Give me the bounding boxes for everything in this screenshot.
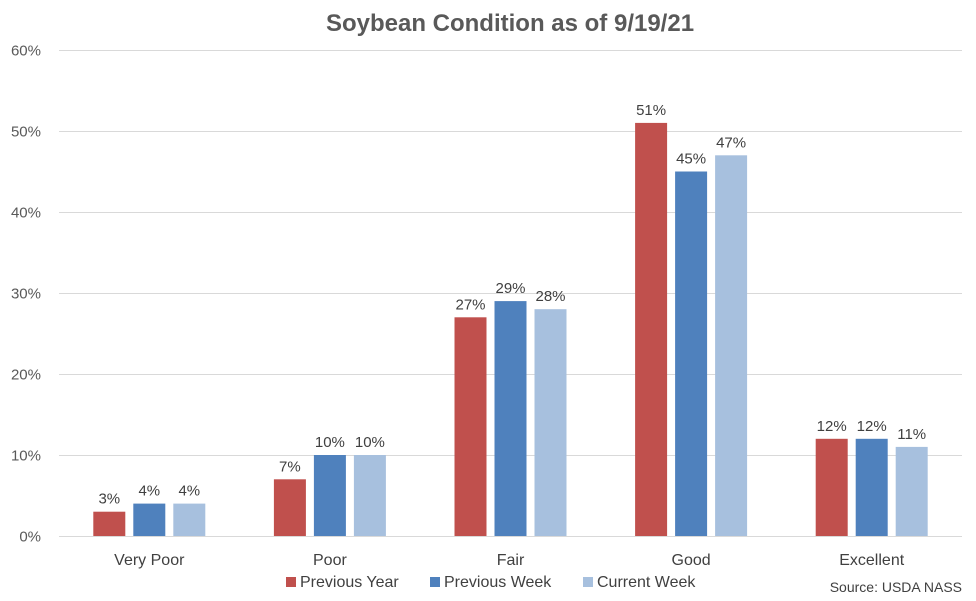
data-label: 12% bbox=[857, 418, 887, 435]
legend-label: Current Week bbox=[597, 574, 696, 591]
data-label: 29% bbox=[495, 280, 525, 297]
y-tick-label: 60% bbox=[11, 43, 41, 60]
bar-previous-year-fair bbox=[454, 317, 487, 536]
category-label: Good bbox=[672, 552, 711, 569]
data-label: 12% bbox=[817, 418, 847, 435]
bar-previous-year-very-poor bbox=[93, 511, 126, 536]
legend-swatch bbox=[583, 577, 593, 587]
y-tick-label: 10% bbox=[11, 448, 41, 465]
data-label: 28% bbox=[535, 288, 565, 305]
bars bbox=[93, 122, 928, 537]
bar-previous-week-excellent bbox=[855, 438, 888, 536]
data-label: 7% bbox=[279, 458, 301, 475]
legend: Previous Year Previous Week Current Week bbox=[286, 574, 696, 591]
data-label: 27% bbox=[455, 296, 485, 313]
bar-current-week-fair bbox=[534, 309, 567, 536]
data-label: 4% bbox=[178, 483, 200, 500]
bar-previous-week-poor bbox=[313, 455, 346, 536]
y-axis-ticks: 0% 10% 20% 30% 40% 50% 60% bbox=[11, 43, 41, 546]
data-label: 4% bbox=[138, 483, 160, 500]
y-tick-label: 40% bbox=[11, 205, 41, 222]
data-label: 47% bbox=[716, 134, 746, 151]
bar-previous-week-very-poor bbox=[133, 503, 166, 536]
bar-previous-week-fair bbox=[494, 301, 527, 536]
bar-current-week-very-poor bbox=[173, 503, 206, 536]
legend-label: Previous Year bbox=[300, 574, 399, 591]
category-label: Fair bbox=[497, 552, 525, 569]
data-label: 10% bbox=[315, 434, 345, 451]
bar-current-week-excellent bbox=[895, 446, 928, 536]
y-tick-label: 0% bbox=[19, 529, 41, 546]
bar-previous-week-good bbox=[675, 171, 708, 536]
source-note: Source: USDA NASS bbox=[830, 579, 962, 595]
category-label: Very Poor bbox=[114, 552, 185, 569]
category-label: Poor bbox=[313, 552, 347, 569]
bar-current-week-poor bbox=[353, 455, 386, 536]
data-label: 10% bbox=[355, 434, 385, 451]
chart-title: Soybean Condition as of 9/19/21 bbox=[326, 10, 694, 37]
bar-previous-year-good bbox=[635, 122, 668, 537]
data-label: 3% bbox=[98, 491, 120, 508]
category-label: Excellent bbox=[839, 552, 904, 569]
legend-label: Previous Week bbox=[444, 574, 552, 591]
category-labels: Very Poor Poor Fair Good Excellent bbox=[114, 552, 905, 569]
legend-swatch bbox=[286, 577, 296, 587]
legend-swatch bbox=[430, 577, 440, 587]
y-tick-label: 30% bbox=[11, 286, 41, 303]
y-tick-label: 50% bbox=[11, 124, 41, 141]
bar-previous-year-excellent bbox=[815, 438, 848, 536]
data-label: 51% bbox=[636, 102, 666, 119]
y-tick-label: 20% bbox=[11, 367, 41, 384]
bar-previous-year-poor bbox=[273, 479, 306, 536]
data-label: 45% bbox=[676, 151, 706, 168]
data-label: 11% bbox=[897, 426, 926, 443]
data-labels: 3% 4% 4% 7% 10% 10% 27% 29% 28% 51% 45% 47% 12% 12% 11… bbox=[98, 102, 926, 508]
bar-current-week-good bbox=[715, 155, 748, 537]
